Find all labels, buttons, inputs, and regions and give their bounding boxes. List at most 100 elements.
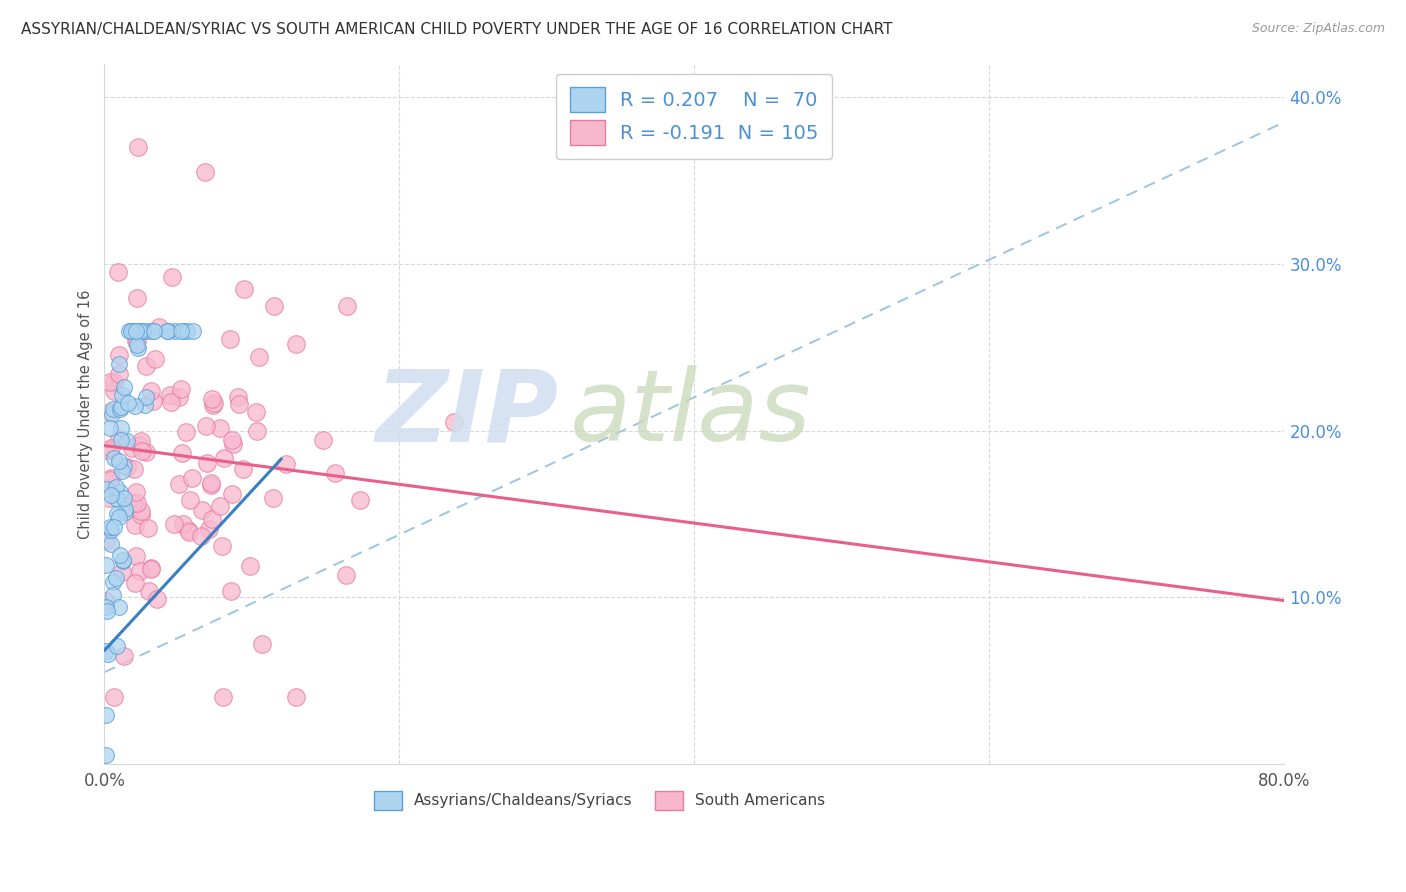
Point [245, 405, 267, 419]
Point [107, 265, 129, 279]
Point [104, 480, 127, 494]
Point [94, 558, 117, 573]
Point [110, 549, 132, 563]
Point [201, 392, 224, 406]
Text: Source: ZipAtlas.com: Source: ZipAtlas.com [1251, 22, 1385, 36]
Point [111, 388, 134, 402]
Point [124, 334, 146, 348]
Point [94, 594, 117, 608]
Point [177, 523, 200, 537]
Point [100, 407, 122, 421]
Point [127, 334, 149, 348]
Point [129, 508, 152, 522]
Point [100, 471, 122, 485]
Point [101, 588, 124, 602]
Point [94, 442, 117, 457]
Point [170, 324, 193, 338]
Point [198, 522, 221, 536]
Point [238, 559, 260, 574]
Point [129, 324, 152, 338]
Point [157, 324, 180, 338]
Point [211, 539, 233, 553]
Point [100, 523, 122, 537]
Point [98, 473, 121, 487]
Point [108, 454, 131, 468]
Point [443, 415, 465, 429]
Point [142, 324, 165, 338]
Point [121, 442, 143, 456]
Point [181, 324, 204, 338]
Point [127, 139, 149, 153]
Point [263, 299, 285, 313]
Point [96, 604, 118, 618]
Point [105, 571, 128, 585]
Point [105, 492, 128, 507]
Point [94, 600, 117, 615]
Point [103, 450, 125, 465]
Point [96, 644, 118, 658]
Point [208, 499, 231, 513]
Point [107, 357, 129, 371]
Point [132, 324, 155, 338]
Point [110, 402, 132, 417]
Point [108, 485, 131, 500]
Point [98, 442, 121, 457]
Point [115, 434, 138, 448]
Point [176, 324, 198, 338]
Point [124, 400, 146, 414]
Point [122, 462, 145, 476]
Point [165, 324, 187, 338]
Point [127, 341, 149, 355]
Point [191, 503, 214, 517]
Y-axis label: Child Poverty Under the Age of 16: Child Poverty Under the Age of 16 [79, 289, 93, 539]
Point [135, 359, 157, 373]
Point [285, 337, 308, 351]
Point [200, 478, 222, 492]
Point [118, 324, 141, 338]
Point [111, 553, 134, 567]
Point [105, 639, 128, 653]
Point [115, 460, 138, 475]
Point [108, 433, 131, 447]
Point [94, 533, 117, 548]
Point [173, 324, 195, 338]
Point [167, 476, 190, 491]
Point [124, 485, 146, 500]
Point [100, 519, 122, 533]
Point [250, 637, 273, 651]
Point [100, 488, 122, 502]
Point [103, 690, 125, 705]
Point [146, 591, 169, 606]
Point [139, 561, 162, 575]
Point [103, 384, 125, 398]
Point [129, 324, 152, 338]
Point [117, 396, 139, 410]
Point [190, 529, 212, 543]
Point [128, 438, 150, 452]
Point [312, 434, 335, 448]
Point [111, 553, 134, 567]
Point [110, 464, 132, 478]
Point [194, 165, 217, 179]
Point [163, 516, 186, 531]
Point [98, 491, 121, 505]
Point [212, 451, 235, 466]
Point [226, 390, 249, 404]
Point [101, 574, 124, 589]
Point [222, 437, 245, 451]
Point [211, 690, 233, 705]
Point [221, 486, 243, 500]
Point [122, 324, 145, 338]
Point [247, 350, 270, 364]
Point [172, 516, 194, 531]
Point [136, 324, 159, 338]
Point [323, 467, 346, 481]
Point [202, 398, 225, 412]
Text: ZIP: ZIP [375, 366, 558, 462]
Point [127, 337, 149, 351]
Point [127, 496, 149, 510]
Point [110, 434, 132, 448]
Point [276, 458, 298, 472]
Point [121, 324, 143, 338]
Point [94, 748, 117, 763]
